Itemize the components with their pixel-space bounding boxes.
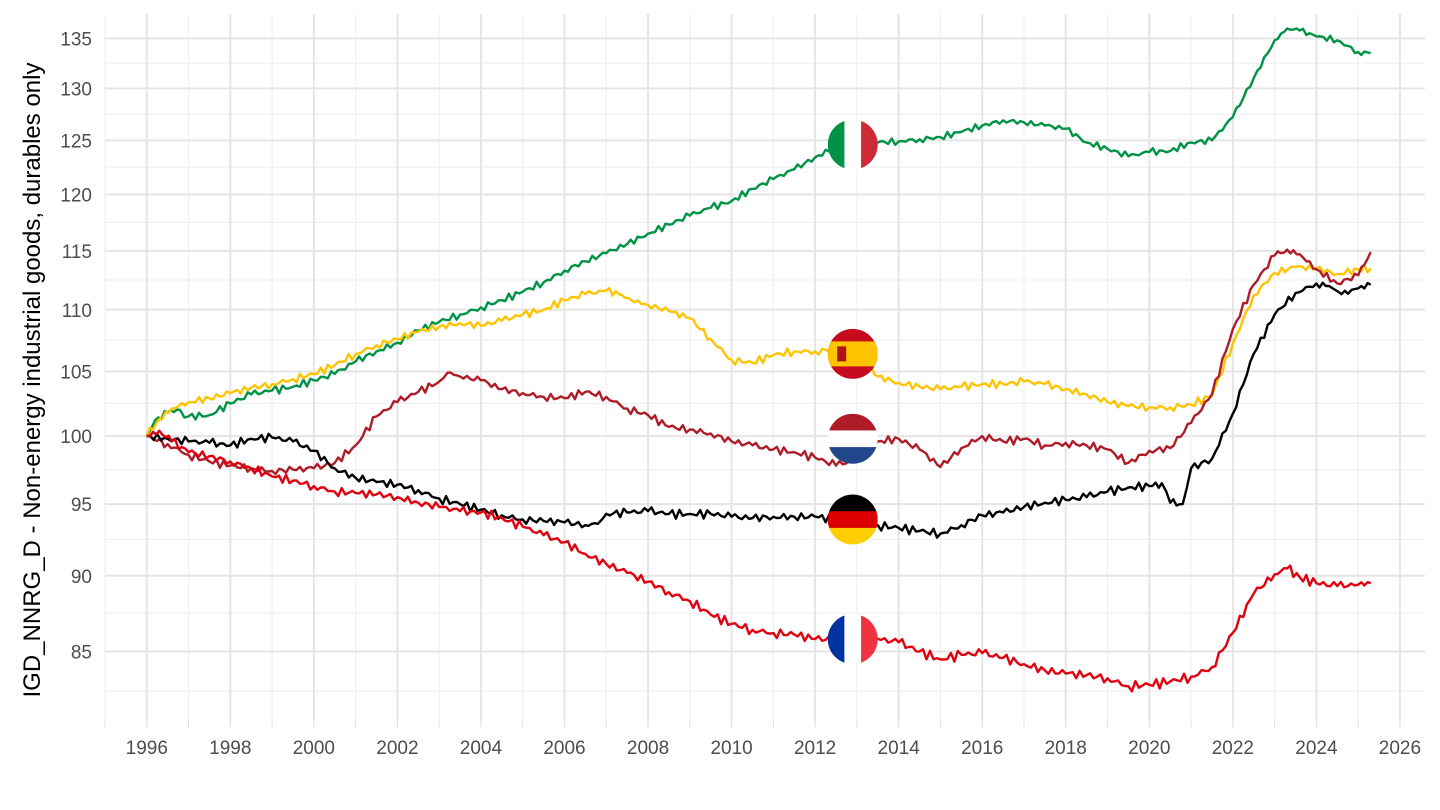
major-gridlines (105, 14, 1425, 722)
series-line-france (146, 429, 1372, 693)
series-lines (145, 27, 1372, 693)
x-tick-label: 2006 (543, 738, 585, 759)
y-axis-tick-labels: 85 90 95 100 105 110 115 120 125 130 135 (60, 29, 92, 663)
x-tick-label: 2026 (1379, 738, 1421, 759)
y-tick-label: 85 (71, 643, 92, 664)
x-axis-tick-labels: 1996 1998 2000 2002 2004 2006 2008 2010 2012 2014… (104, 722, 1421, 759)
x-tick-label: 2004 (460, 738, 503, 759)
germany-flag (827, 494, 878, 545)
spain-flag (827, 328, 878, 379)
y-tick-label: 115 (62, 242, 92, 263)
x-tick-label: 2002 (376, 738, 418, 759)
france-flag (827, 614, 878, 665)
series-line-netherlands (146, 248, 1372, 476)
x-tick-label: 2016 (961, 738, 1003, 759)
x-tick-label: 2024 (1295, 738, 1338, 759)
y-tick-label: 125 (60, 131, 92, 152)
netherlands-flag (827, 413, 878, 464)
y-tick-label: 100 (60, 427, 92, 448)
italy-flag (827, 119, 878, 170)
series-line-italy (145, 27, 1371, 437)
y-tick-label: 95 (71, 495, 92, 516)
series-line-spain (145, 263, 1372, 437)
y-tick-label: 105 (60, 362, 92, 383)
y-tick-label: 110 (62, 301, 92, 322)
y-tick-label: 120 (60, 185, 92, 206)
x-tick-label: 2012 (794, 738, 836, 759)
flag-markers (827, 119, 878, 665)
x-tick-label: 1996 (126, 738, 168, 759)
y-tick-label: 90 (71, 567, 92, 588)
x-tick-label: 2022 (1212, 738, 1254, 759)
series-line-germany (146, 281, 1372, 539)
x-tick-label: 1998 (209, 738, 251, 759)
x-tick-label: 2000 (293, 738, 335, 759)
x-tick-label: 2018 (1045, 738, 1087, 759)
y-axis-title: IGD_NNRG_D - Non-energy industrial goods… (19, 63, 46, 698)
x-tick-label: 2014 (878, 738, 921, 759)
minor-gridlines (104, 14, 1425, 722)
y-tick-label: 130 (60, 79, 92, 100)
x-tick-label: 2010 (710, 738, 752, 759)
x-tick-label: 2020 (1128, 738, 1170, 759)
spain-coat-of-arms (837, 346, 847, 362)
x-tick-label: 2008 (627, 738, 669, 759)
y-tick-label: 135 (60, 29, 92, 50)
